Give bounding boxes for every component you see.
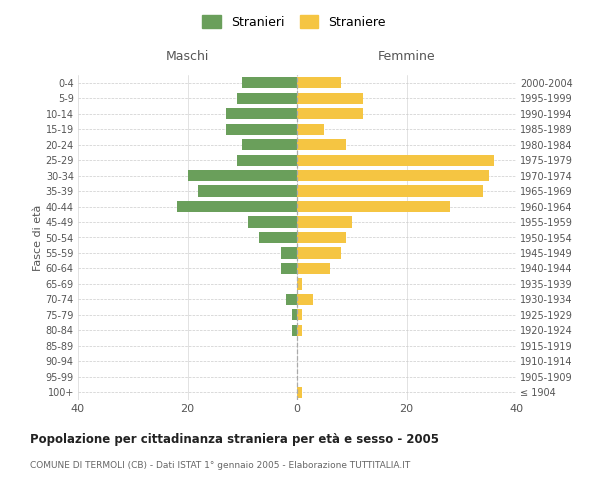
Y-axis label: Fasce di età: Fasce di età	[32, 204, 43, 270]
Bar	[297, 77, 341, 88]
Bar	[199, 186, 297, 196]
Bar	[281, 248, 297, 258]
Bar	[297, 139, 346, 150]
Bar	[297, 386, 302, 398]
Bar	[297, 201, 451, 212]
Legend: Stranieri, Straniere: Stranieri, Straniere	[199, 11, 389, 32]
Bar	[242, 139, 297, 150]
Bar	[226, 124, 297, 134]
Bar	[286, 294, 297, 305]
Text: Popolazione per cittadinanza straniera per età e sesso - 2005: Popolazione per cittadinanza straniera p…	[30, 432, 439, 446]
Bar	[248, 216, 297, 228]
Bar	[281, 263, 297, 274]
Bar	[297, 278, 302, 289]
Bar	[242, 77, 297, 88]
Bar	[297, 263, 330, 274]
Bar	[188, 170, 297, 181]
Bar	[297, 325, 302, 336]
Bar	[297, 232, 346, 243]
Bar	[297, 248, 341, 258]
Bar	[297, 186, 483, 196]
Bar	[259, 232, 297, 243]
Bar	[226, 108, 297, 120]
Bar	[297, 124, 325, 134]
Bar	[297, 154, 494, 166]
Text: COMUNE DI TERMOLI (CB) - Dati ISTAT 1° gennaio 2005 - Elaborazione TUTTITALIA.IT: COMUNE DI TERMOLI (CB) - Dati ISTAT 1° g…	[30, 460, 410, 469]
Bar	[237, 154, 297, 166]
Bar	[292, 325, 297, 336]
Text: Femmine: Femmine	[377, 50, 436, 62]
Bar	[292, 310, 297, 320]
Bar	[237, 92, 297, 104]
Bar	[297, 216, 352, 228]
Bar	[297, 170, 488, 181]
Bar	[297, 310, 302, 320]
Bar	[176, 201, 297, 212]
Bar	[297, 294, 313, 305]
Bar	[297, 92, 363, 104]
Bar	[297, 108, 363, 120]
Text: Maschi: Maschi	[166, 50, 209, 62]
